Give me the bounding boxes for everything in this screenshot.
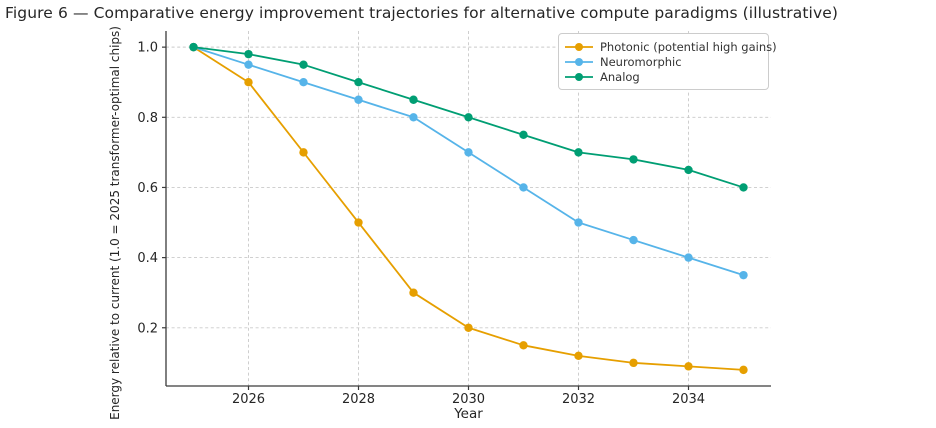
- legend-item: Photonic (potential high gains): [564, 39, 777, 54]
- legend: Photonic (potential high gains) Neuromorp…: [558, 33, 777, 90]
- data-point: [354, 78, 363, 87]
- series-analog: [189, 42, 748, 192]
- data-point: [409, 113, 418, 122]
- legend-item: Neuromorphic: [564, 54, 760, 69]
- x-tick-label: 2028: [342, 392, 375, 407]
- data-point: [464, 148, 473, 157]
- data-point: [519, 130, 528, 140]
- tick-labels: 0.2 0.4 0.6 0.8 1.0 2026 2028 2030 2032 2034: [137, 41, 705, 407]
- legend-line-marker-icon: [565, 42, 593, 51]
- legend-line-marker-icon: [565, 72, 593, 81]
- data-point: [299, 60, 308, 69]
- data-point: [464, 113, 473, 122]
- data-point: [189, 42, 198, 52]
- legend-label: Photonic (potential high gains): [600, 39, 777, 54]
- x-tick-label: 2030: [452, 392, 485, 407]
- data-point: [464, 323, 473, 332]
- data-point: [519, 341, 528, 350]
- data-point: [354, 218, 363, 227]
- data-point: [354, 95, 363, 104]
- data-point: [299, 148, 308, 157]
- data-point: [574, 351, 583, 361]
- legend-line-marker-icon: [565, 57, 593, 66]
- data-point: [409, 95, 418, 104]
- data-point: [629, 235, 638, 245]
- data-point: [519, 183, 528, 192]
- data-point: [739, 270, 748, 280]
- data-point: [244, 60, 253, 69]
- data-point: [684, 253, 693, 262]
- axes: [162, 31, 771, 390]
- data-point: [574, 148, 583, 157]
- x-tick-label: 2034: [672, 392, 705, 407]
- y-tick-label: 0.2: [137, 321, 158, 336]
- data-point: [244, 78, 253, 87]
- y-tick-label: 1.0: [137, 41, 158, 56]
- legend-label: Neuromorphic: [600, 54, 682, 69]
- series-neuromorphic: [189, 42, 748, 280]
- data-point: [629, 155, 638, 164]
- data-point: [739, 365, 748, 375]
- data-point: [684, 165, 693, 175]
- series-photonic-potential-high-gains: [189, 42, 748, 375]
- data-point: [684, 362, 693, 371]
- data-point: [739, 183, 748, 192]
- legend-item: Analog: [564, 69, 760, 84]
- y-tick-label: 0.8: [137, 111, 158, 126]
- x-axis-label: Year: [453, 406, 483, 422]
- x-tick-label: 2032: [562, 392, 595, 407]
- y-tick-label: 0.4: [137, 251, 158, 266]
- x-tick-label: 2026: [232, 392, 265, 407]
- chart-title: Figure 6 — Comparative energy improvemen…: [5, 4, 839, 22]
- data-point: [629, 358, 638, 368]
- data-series: [189, 42, 748, 375]
- data-point: [409, 288, 418, 297]
- data-point: [299, 78, 308, 87]
- data-point: [574, 218, 583, 227]
- y-tick-label: 0.6: [137, 181, 158, 196]
- data-point: [244, 49, 253, 59]
- legend-label: Analog: [600, 69, 640, 84]
